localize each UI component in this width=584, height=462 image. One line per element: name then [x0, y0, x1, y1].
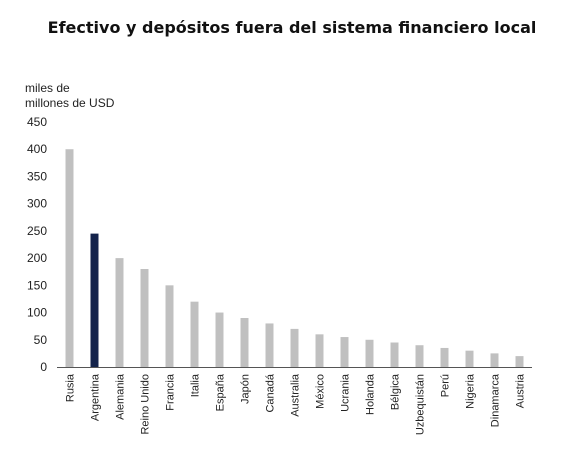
y-tick-label: 400 [27, 142, 47, 156]
bar-japón [240, 318, 249, 367]
x-tick-label: Nigeria [465, 373, 477, 409]
y-axis: 0 50 100 150 200 250 300 350 400 450 [27, 115, 47, 374]
bar-holanda [365, 339, 374, 367]
x-tick-label: Alemania [115, 373, 127, 420]
bar-uzbequistán [415, 345, 424, 367]
y-axis-unit-label-line-1: miles de [25, 81, 70, 95]
bar-dinamarca [490, 353, 499, 367]
y-tick-label: 350 [27, 169, 47, 183]
bar-perú [440, 347, 449, 367]
x-tick-label: Rusia [65, 373, 77, 402]
bar-méxico [315, 334, 324, 367]
bar-argentina [90, 233, 99, 367]
bar-canadá [265, 323, 274, 367]
y-tick-label: 250 [27, 224, 47, 238]
x-tick-label: Holanda [365, 373, 377, 415]
x-tick-label: Francia [165, 373, 177, 411]
x-tick-label: Bélgica [390, 373, 402, 410]
y-tick-label: 100 [27, 306, 47, 320]
bar-nigeria [465, 350, 474, 367]
x-tick-label: Canadá [265, 373, 277, 412]
y-tick-label: 50 [34, 333, 48, 347]
bar-bélgica [390, 342, 399, 367]
bar-españa [215, 312, 224, 367]
bar-australia [290, 328, 299, 367]
y-axis-unit-label-line-2: millones de USD [25, 96, 115, 110]
x-tick-label: Austria [515, 373, 527, 408]
x-axis: Rusia Argentina Alemania Reino Unido Francia… [65, 373, 527, 435]
x-tick-label: Japón [240, 374, 252, 404]
y-tick-label: 450 [27, 115, 47, 129]
bar-alemania [115, 258, 124, 367]
y-tick-label: 200 [27, 251, 47, 265]
x-tick-label: Australia [290, 373, 302, 417]
x-tick-label: España [215, 373, 227, 411]
bar-rusia [65, 149, 74, 367]
x-tick-label: Dinamarca [490, 373, 502, 427]
x-tick-label: Argentina [90, 373, 102, 421]
x-tick-label: Uzbequistán [415, 374, 427, 435]
x-tick-label: Italia [190, 373, 202, 397]
bar-italia [190, 301, 199, 367]
bar-ucrania [340, 337, 349, 367]
y-tick-label: 300 [27, 197, 47, 211]
bars [65, 149, 524, 367]
x-tick-label: Ucrania [340, 373, 352, 412]
y-tick-label: 150 [27, 278, 47, 292]
x-tick-label: Reino Unido [140, 374, 152, 435]
bar-austria [515, 356, 524, 367]
y-tick-label: 0 [40, 360, 47, 374]
chart-title: Efectivo y depósitos fuera del sistema f… [48, 18, 537, 37]
bar-francia [165, 285, 174, 367]
x-tick-label: Perú [440, 374, 452, 397]
bar-reino-unido [140, 269, 149, 367]
x-tick-label: México [315, 374, 327, 409]
